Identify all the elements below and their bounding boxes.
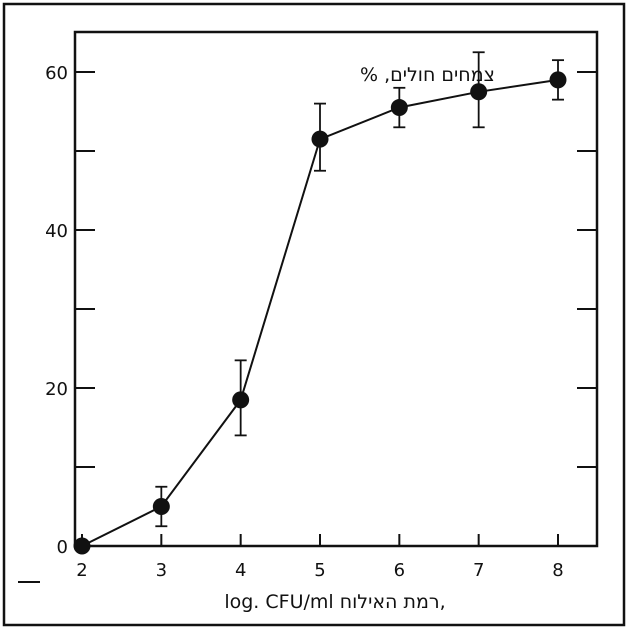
error-bars [155, 51, 564, 528]
data-point-6 [390, 99, 408, 117]
data-point-4 [232, 391, 250, 409]
x-tick-label-3: 3 [156, 560, 167, 581]
x-tick-label-6: 6 [394, 560, 405, 581]
x-tick-label-5: 5 [314, 560, 325, 581]
y-tick-label-40: 40 [45, 221, 68, 242]
y-tick-label-0: 0 [57, 537, 68, 558]
y-tick-label-60: 60 [45, 63, 68, 84]
tick-marks [75, 71, 597, 547]
x-axis-label: log. CFU/ml רמת האילוח, [224, 591, 445, 613]
x-tick-label-2: 2 [76, 560, 87, 581]
data-point-2 [73, 537, 91, 555]
data-point-5 [311, 130, 329, 148]
y-axis-label: צמחים חולים, % [360, 64, 495, 86]
y-tick-label-20: 20 [45, 379, 68, 400]
plot-frame [73, 30, 599, 548]
data-point-8 [549, 71, 567, 89]
tick-labels: 2 3 4 5 6 7 8 0 20 40 60 [45, 63, 564, 581]
x-tick-label-8: 8 [552, 560, 563, 581]
data-point-7 [470, 83, 488, 101]
data-point-3 [152, 498, 170, 515]
x-tick-label-4: 4 [235, 560, 246, 581]
x-tick-label-7: 7 [473, 560, 484, 581]
data-points [73, 71, 567, 555]
